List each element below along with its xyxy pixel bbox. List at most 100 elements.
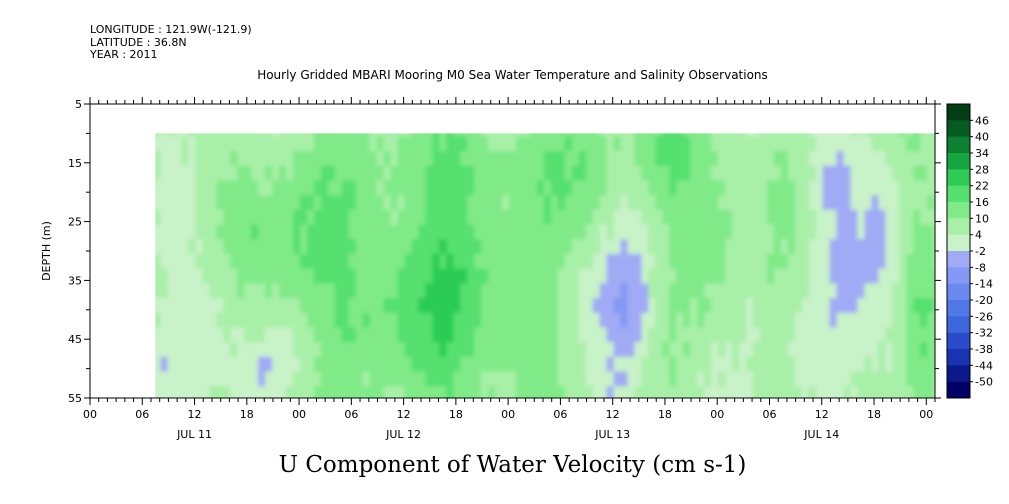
velocity-cell xyxy=(892,312,901,329)
velocity-cell xyxy=(585,195,594,212)
velocity-cell xyxy=(272,386,281,398)
velocity-cell xyxy=(648,133,657,138)
colorbar-swatch xyxy=(947,251,970,268)
velocity-cell xyxy=(174,224,183,241)
velocity-cell xyxy=(230,136,239,153)
velocity-cell xyxy=(432,195,441,212)
velocity-cell xyxy=(425,224,434,241)
velocity-cell xyxy=(446,356,455,373)
velocity-cell xyxy=(418,356,427,373)
velocity-cell xyxy=(690,268,699,285)
velocity-cell xyxy=(425,356,434,373)
velocity-cell xyxy=(155,356,162,373)
velocity-cell xyxy=(453,298,462,314)
velocity-cell xyxy=(676,401,684,417)
velocity-cell xyxy=(536,356,546,373)
velocity-cell xyxy=(585,283,594,300)
velocity-cell xyxy=(341,239,350,256)
velocity-cell xyxy=(383,195,392,212)
velocity-cell xyxy=(313,195,323,212)
velocity-cell xyxy=(306,151,316,167)
velocity-cell xyxy=(202,356,211,373)
velocity-cell xyxy=(613,224,622,241)
colorbar-swatch xyxy=(947,169,970,186)
velocity-cell xyxy=(822,342,831,359)
velocity-cell xyxy=(536,239,546,256)
velocity-cell xyxy=(320,239,330,256)
velocity-cell xyxy=(279,386,288,398)
velocity-cell xyxy=(634,401,642,417)
velocity-cell xyxy=(529,356,539,373)
velocity-cell xyxy=(794,312,803,329)
velocity-cell xyxy=(676,253,685,270)
velocity-cell xyxy=(167,386,176,398)
velocity-cell xyxy=(383,133,392,138)
velocity-cell xyxy=(474,312,483,329)
velocity-cell xyxy=(160,253,169,270)
velocity-cell xyxy=(244,356,253,373)
velocity-cell xyxy=(711,356,720,373)
velocity-cell xyxy=(697,180,706,197)
velocity-cell xyxy=(348,136,357,153)
velocity-cell xyxy=(578,239,587,256)
velocity-cell xyxy=(557,356,566,373)
velocity-cell xyxy=(543,283,553,300)
velocity-cell xyxy=(432,401,440,417)
velocity-cell xyxy=(927,151,936,167)
velocity-cell xyxy=(711,180,720,197)
velocity-cell xyxy=(759,151,769,167)
velocity-cell xyxy=(669,253,678,270)
velocity-cell xyxy=(613,136,622,153)
velocity-cell xyxy=(920,298,929,314)
velocity-cell xyxy=(592,312,601,329)
colorbar-swatch xyxy=(947,300,970,317)
velocity-cell xyxy=(648,195,657,212)
velocity-cell xyxy=(306,298,316,314)
velocity-cell xyxy=(390,133,399,138)
velocity-cell xyxy=(230,283,239,300)
velocity-cell xyxy=(334,136,343,153)
velocity-cell xyxy=(313,386,323,398)
velocity-cell xyxy=(676,180,685,197)
velocity-cell xyxy=(648,209,657,226)
velocity-cell xyxy=(808,386,817,398)
velocity-cell xyxy=(155,165,162,182)
velocity-cell xyxy=(599,312,608,329)
velocity-cell xyxy=(648,224,657,241)
velocity-cell xyxy=(836,298,845,314)
velocity-cell xyxy=(237,283,246,300)
velocity-cell xyxy=(244,253,253,270)
velocity-cell xyxy=(578,386,587,398)
velocity-cell xyxy=(299,180,309,197)
velocity-cell xyxy=(362,342,371,359)
variable-label: U Component of Water Velocity (cm s-1) xyxy=(278,452,747,478)
velocity-cell xyxy=(738,386,748,398)
velocity-cell xyxy=(174,180,183,197)
velocity-cell xyxy=(662,180,671,197)
velocity-cell xyxy=(899,224,908,241)
velocity-cell xyxy=(704,133,713,138)
velocity-cell xyxy=(279,133,288,138)
velocity-cell xyxy=(411,253,420,270)
velocity-cell xyxy=(244,283,253,300)
velocity-cell xyxy=(341,165,350,182)
velocity-cell xyxy=(906,356,915,373)
velocity-cell xyxy=(571,136,580,153)
latitude-label: LATITUDE : 36.8N xyxy=(90,35,187,49)
velocity-cell xyxy=(160,195,169,212)
velocity-cell xyxy=(592,195,601,212)
velocity-cell xyxy=(571,209,580,226)
velocity-cell xyxy=(669,283,678,300)
y-tick-label: 25 xyxy=(68,216,82,229)
velocity-cell xyxy=(481,224,490,241)
velocity-cell xyxy=(815,253,824,270)
velocity-cell xyxy=(446,165,455,182)
velocity-cell xyxy=(871,371,880,388)
velocity-cell xyxy=(808,133,817,138)
velocity-cell xyxy=(251,180,260,197)
velocity-cell xyxy=(181,133,190,138)
velocity-cell xyxy=(495,195,504,212)
velocity-cell xyxy=(592,371,601,388)
velocity-cell xyxy=(557,239,566,256)
velocity-cell xyxy=(529,342,539,359)
